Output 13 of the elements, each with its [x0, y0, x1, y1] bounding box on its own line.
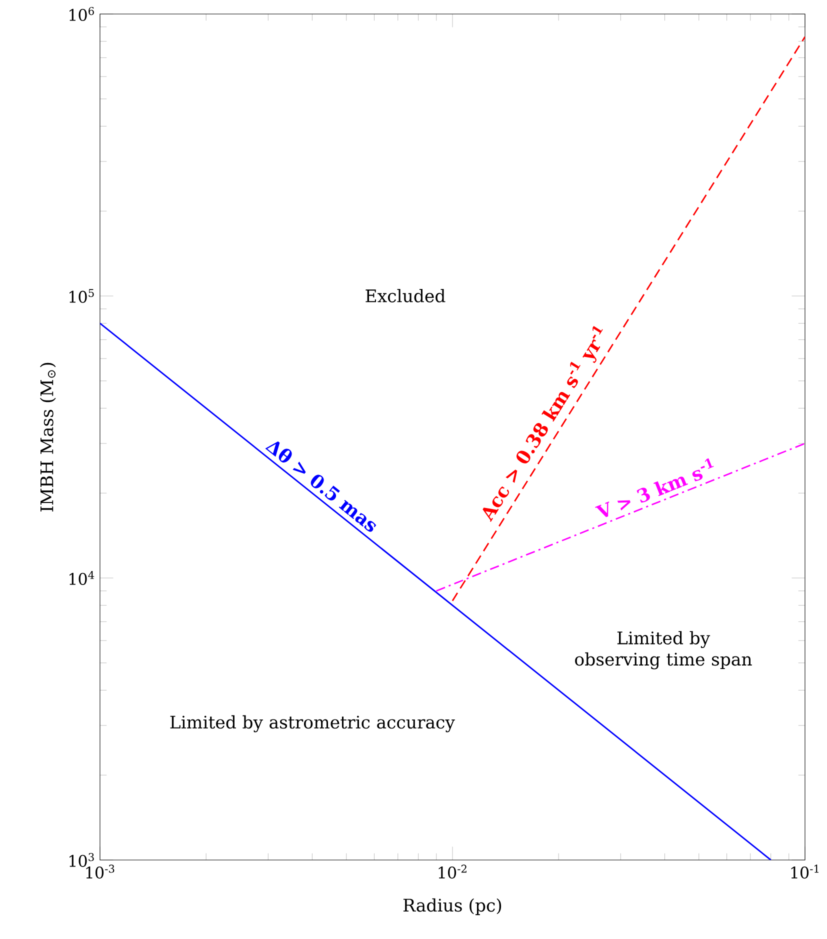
annotation: Limited by astrometric accuracy [170, 715, 455, 732]
x-axis-title: Radius (pc) [403, 898, 502, 916]
y-tick-label: 10$^{5}$ [70, 289, 94, 303]
y-tick-label: 10$^{4}$ [70, 571, 94, 585]
y-tick-label: 10$^{3}$ [70, 853, 94, 867]
annotation: Limited by observing time span [575, 631, 752, 670]
y-axis-title: IMBH Mass (M$_{⊙}$) [40, 362, 56, 512]
text: V > 3 km s$^{-1}$ [595, 458, 714, 518]
x-tick-label: 10$^{-1}$ [791, 864, 818, 879]
y-tick-label: 10$^{6}$ [70, 7, 94, 21]
x-tick-label: 10$^{-3}$ [86, 864, 114, 879]
x-tick-label: 10$^{-2}$ [438, 864, 466, 879]
annotation: Excluded [366, 289, 446, 302]
